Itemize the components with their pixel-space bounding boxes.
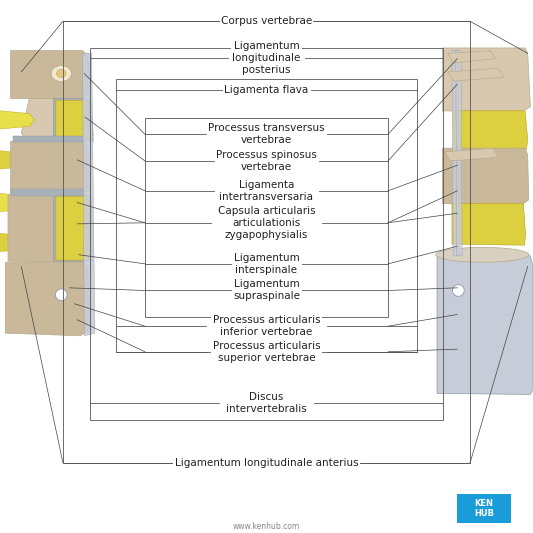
Ellipse shape — [51, 66, 71, 82]
Polygon shape — [437, 256, 533, 394]
Text: Ligamentum
interspinale: Ligamentum interspinale — [233, 253, 300, 275]
Polygon shape — [453, 111, 528, 149]
Text: Ligamentum longitudinale anterius: Ligamentum longitudinale anterius — [175, 458, 358, 467]
Text: Ligamenta flava: Ligamenta flava — [224, 85, 309, 94]
Text: KEN
HUB: KEN HUB — [474, 499, 494, 518]
Polygon shape — [11, 141, 91, 195]
Polygon shape — [53, 99, 93, 141]
Polygon shape — [53, 195, 93, 261]
Text: Processus transversus
vertebrae: Processus transversus vertebrae — [208, 123, 325, 146]
Text: Corpus vertebrae: Corpus vertebrae — [221, 17, 312, 26]
Polygon shape — [0, 233, 35, 252]
Text: Processus spinosus
vertebrae: Processus spinosus vertebrae — [216, 150, 317, 172]
Text: Ligamentum
longitudinale
posterius: Ligamentum longitudinale posterius — [232, 41, 301, 75]
Polygon shape — [0, 193, 35, 212]
Polygon shape — [0, 110, 35, 130]
Polygon shape — [448, 68, 504, 81]
Text: Processus articularis
superior vertebrae: Processus articularis superior vertebrae — [213, 341, 320, 363]
Text: Processus articularis
inferior vertebrae: Processus articularis inferior vertebrae — [213, 315, 320, 337]
Text: Discus
intervertebralis: Discus intervertebralis — [226, 392, 307, 415]
Bar — [457, 494, 511, 523]
Polygon shape — [13, 136, 83, 142]
Text: Capsula articularis
articulationis
zygapophysialis: Capsula articularis articulationis zygap… — [217, 206, 316, 240]
Polygon shape — [83, 53, 95, 336]
Polygon shape — [21, 99, 93, 141]
Polygon shape — [11, 51, 91, 99]
Ellipse shape — [55, 289, 67, 301]
Polygon shape — [5, 262, 90, 336]
Polygon shape — [8, 195, 92, 262]
Text: Ligamentum
supraspinale: Ligamentum supraspinale — [233, 279, 300, 302]
Polygon shape — [56, 100, 90, 140]
Ellipse shape — [453, 285, 464, 296]
Polygon shape — [456, 51, 462, 256]
Polygon shape — [452, 51, 458, 256]
Polygon shape — [56, 196, 91, 260]
Ellipse shape — [436, 247, 529, 262]
Polygon shape — [445, 148, 498, 161]
Text: Ligamenta
intertransversaria: Ligamenta intertransversaria — [220, 180, 313, 202]
Polygon shape — [442, 148, 529, 205]
Text: www.kenhub.com: www.kenhub.com — [233, 522, 300, 531]
Ellipse shape — [56, 70, 66, 78]
Polygon shape — [11, 189, 83, 196]
Polygon shape — [442, 48, 530, 112]
Polygon shape — [0, 150, 35, 169]
Polygon shape — [452, 204, 526, 245]
Polygon shape — [448, 51, 496, 63]
